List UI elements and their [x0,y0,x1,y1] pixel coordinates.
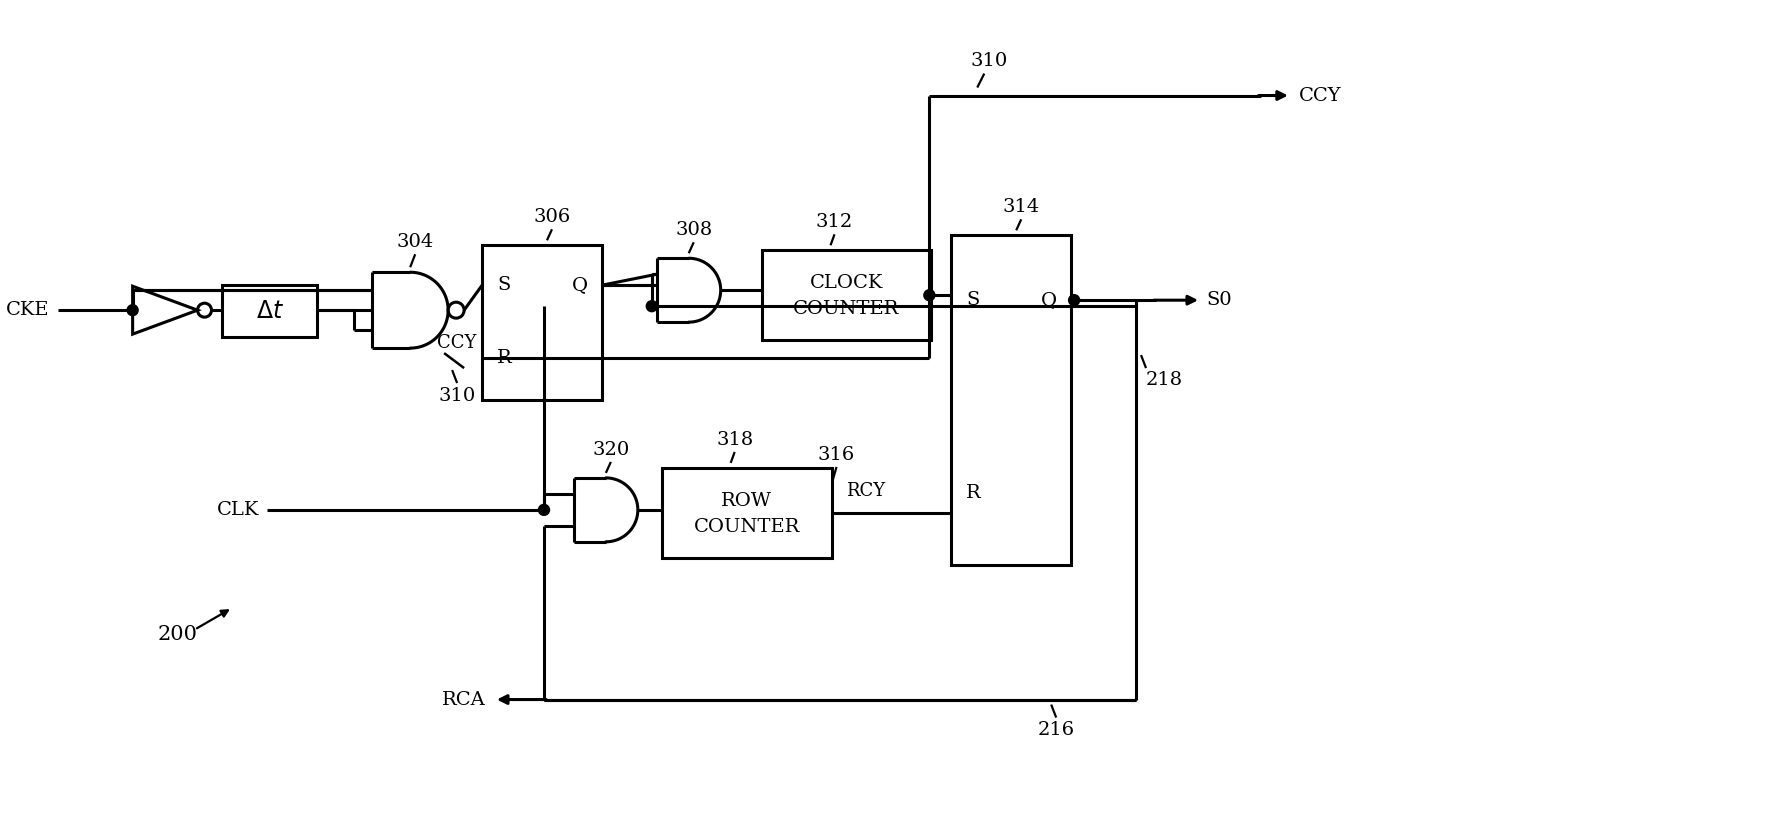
Text: CLK: CLK [216,501,259,519]
Text: CKE: CKE [7,301,50,319]
Text: Q: Q [572,276,588,295]
Text: 312: 312 [817,213,852,231]
Text: S: S [967,291,979,310]
Text: CCY: CCY [1299,87,1342,105]
Text: 304: 304 [397,233,434,251]
Text: Q: Q [1042,291,1058,310]
Text: 320: 320 [591,441,629,459]
Text: 216: 216 [1038,721,1074,739]
Text: 316: 316 [818,446,856,464]
Bar [482,245,602,400]
Bar [761,250,931,340]
Circle shape [647,300,658,312]
Text: COUNTER: COUNTER [693,518,801,536]
Text: 310: 310 [970,52,1008,70]
Circle shape [127,305,138,315]
Text: CLOCK: CLOCK [810,275,883,292]
Circle shape [538,504,549,515]
Text: 308: 308 [675,221,713,240]
Text: R: R [497,349,511,367]
Circle shape [1069,295,1079,305]
Text: 318: 318 [717,431,754,449]
Text: S: S [497,276,511,295]
Text: 306: 306 [533,208,570,226]
Text: RCY: RCY [847,482,886,500]
Circle shape [924,290,935,300]
Text: R: R [967,484,981,502]
Text: 314: 314 [1003,198,1040,216]
Text: 218: 218 [1145,371,1183,389]
Text: S0: S0 [1206,291,1231,310]
Bar [223,285,318,337]
Text: CCY: CCY [438,334,477,352]
Text: 310: 310 [438,387,475,405]
Text: $\Delta t$: $\Delta t$ [256,300,284,323]
Text: 200: 200 [157,625,198,644]
Text: RCA: RCA [443,691,486,709]
Text: ROW: ROW [722,492,772,510]
Bar [661,468,831,557]
Bar [951,235,1070,565]
Text: COUNTER: COUNTER [793,300,899,318]
